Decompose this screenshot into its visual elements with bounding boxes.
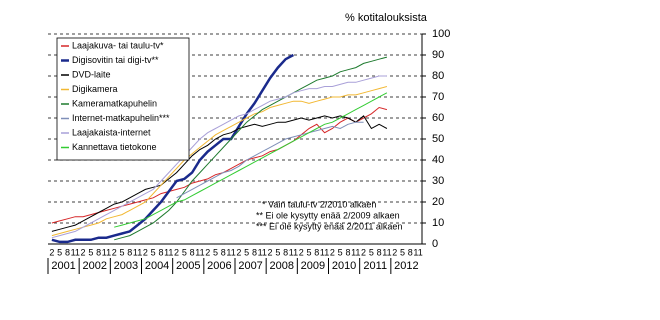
series-line (114, 56, 388, 241)
x-tick-label: 11 (195, 247, 204, 257)
series-line (176, 121, 364, 199)
year-label: 2001 (51, 260, 75, 272)
x-tick-label: 2 (174, 247, 179, 257)
year-label: 2005 (176, 260, 200, 272)
x-tick-label: 5 (369, 247, 374, 257)
x-tick-label: 8 (345, 247, 350, 257)
year-label: 2004 (145, 260, 169, 272)
series-line (51, 75, 387, 239)
x-tick-label: 11 (320, 247, 329, 257)
year-label: 2009 (301, 260, 325, 272)
x-tick-label: 5 (244, 247, 249, 257)
y-tick-label: 10 (432, 217, 444, 229)
year-label: 2006 (207, 260, 231, 272)
x-tick-label: 5 (275, 247, 280, 257)
x-tick-label: 2 (205, 247, 210, 257)
legend-box (56, 37, 190, 161)
x-tick-label: 8 (190, 247, 195, 257)
x-tick-label: 8 (283, 247, 288, 257)
x-tick-label: 8 (252, 247, 257, 257)
y-tick-label: 90 (432, 49, 444, 61)
x-tick-label: 2 (361, 247, 366, 257)
x-tick-label: 11 (413, 247, 422, 257)
series-line (51, 53, 294, 244)
x-tick-label: 5 (88, 247, 93, 257)
x-tick-label: 11 (351, 247, 360, 257)
legend-label: Digikamera (72, 84, 118, 94)
x-tick-label: 8 (377, 247, 382, 257)
x-tick-label: 2 (143, 247, 148, 257)
x-tick-label: 2 (299, 247, 304, 257)
x-tick-label: 5 (338, 247, 343, 257)
x-tick-label: 8 (314, 247, 319, 257)
x-tick-label: 5 (400, 247, 405, 257)
x-tick-label: 11 (71, 247, 80, 257)
legend-label: Kannettava tietokone (72, 142, 157, 152)
x-tick-label: 2 (112, 247, 117, 257)
legend-label: Digisovitin tai digi-tv** (72, 55, 159, 65)
x-tick-label: 8 (158, 247, 163, 257)
x-tick-label: 2 (268, 247, 273, 257)
x-tick-label: 8 (65, 247, 70, 257)
series-line (114, 92, 388, 228)
year-label: 2007 (238, 260, 262, 272)
x-tick-label: 5 (57, 247, 62, 257)
y-tick-label: 20 (432, 196, 444, 208)
x-tick-label: 5 (307, 247, 312, 257)
year-label: 2012 (394, 260, 418, 272)
x-tick-label: 5 (120, 247, 125, 257)
y-axis-label: % kotitalouksista (345, 12, 428, 24)
x-tick-label: 2 (81, 247, 86, 257)
y-tick-label: 30 (432, 175, 444, 187)
year-label: 2008 (270, 260, 294, 272)
x-tick-label: 5 (182, 247, 187, 257)
x-tick-label: 11 (226, 247, 235, 257)
series-line (51, 86, 388, 237)
legend-label: DVD-laite (72, 69, 111, 79)
y-tick-label: 40 (432, 154, 444, 166)
x-tick-label: 8 (127, 247, 132, 257)
year-label: 2011 (363, 260, 387, 272)
y-tick-label: 80 (432, 70, 444, 82)
legend-label: Kameramatkapuhelin (72, 98, 157, 108)
legend-label: Laajakaista-internet (72, 127, 151, 137)
series-line (51, 115, 388, 232)
x-tick-label: 11 (164, 247, 173, 257)
y-tick-label: 50 (432, 133, 444, 145)
year-label: 2003 (114, 260, 138, 272)
x-tick-label: 5 (213, 247, 218, 257)
x-tick-label: 11 (258, 247, 267, 257)
note: *** Ei ole kysytty enää 2/2011 alkaen (256, 221, 402, 231)
x-tick-label: 2 (392, 247, 397, 257)
x-tick-label: 11 (382, 247, 391, 257)
y-tick-label: 60 (432, 112, 444, 124)
y-tick-label: 70 (432, 91, 444, 103)
x-tick-label: 11 (289, 247, 298, 257)
note: * Vain taulu-tv 2/2010 alkaen (262, 199, 376, 209)
legend-label: Laajakuva- tai taulu-tv* (72, 40, 164, 50)
legend-label: Internet-matkapuhelin*** (72, 113, 170, 123)
x-tick-label: 2 (330, 247, 335, 257)
year-label: 2010 (332, 260, 356, 272)
y-tick-label: 100 (432, 28, 450, 40)
x-tick-label: 8 (96, 247, 101, 257)
x-tick-label: 8 (408, 247, 413, 257)
y-tick-label: 0 (432, 238, 438, 250)
year-label: 2002 (83, 260, 107, 272)
x-tick-label: 8 (221, 247, 226, 257)
x-tick-label: 2 (49, 247, 54, 257)
x-tick-label: 11 (102, 247, 111, 257)
note: ** Ei ole kysytty enää 2/2009 alkaen (256, 210, 400, 220)
x-tick-label: 5 (151, 247, 156, 257)
x-tick-label: 11 (133, 247, 142, 257)
series-line (51, 106, 388, 224)
x-tick-label: 2 (236, 247, 241, 257)
